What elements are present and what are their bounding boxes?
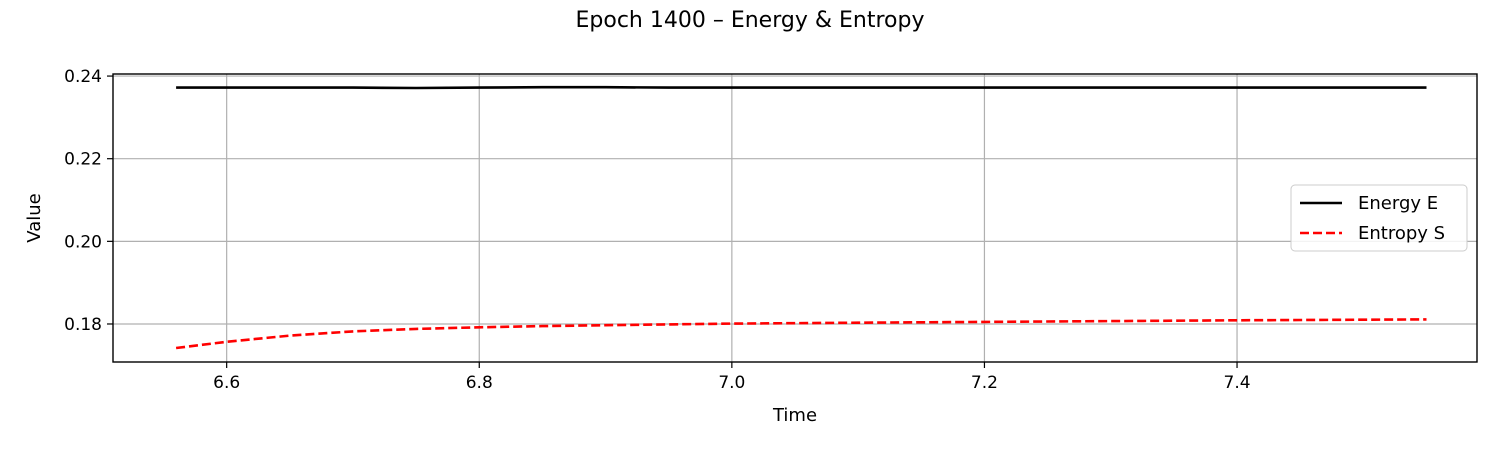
ticks-layer: 6.6 6.8 7.0 7.2 7.4 0.18 0.20 0.22 0.24 [64, 67, 1250, 393]
legend: Energy E Entropy S [1290, 184, 1468, 252]
x-axis-label: Time [772, 405, 817, 426]
series-line-entropy [175, 318, 1427, 350]
legend-box [1290, 184, 1468, 252]
y-tick-label: 0.20 [64, 232, 102, 252]
y-axis-label: Value [24, 193, 45, 242]
legend-label-entropy: Entropy S [1358, 223, 1445, 244]
series-line-energy [176, 85, 1427, 90]
y-tick-label: 0.18 [64, 315, 102, 335]
plot-frame [112, 73, 1478, 363]
grid-layer [113, 74, 1477, 362]
y-tick-label: 0.22 [64, 150, 102, 170]
series-layer [175, 85, 1427, 350]
x-tick-label: 7.0 [718, 373, 745, 393]
x-tick-label: 7.2 [971, 373, 998, 393]
chart-title: Epoch 1400 – Energy & Entropy [576, 8, 925, 33]
y-tick-label: 0.24 [64, 67, 102, 87]
legend-label-energy: Energy E [1358, 193, 1438, 214]
x-tick-label: 6.6 [213, 373, 240, 393]
x-tick-label: 6.8 [466, 373, 493, 393]
x-tick-label: 7.4 [1224, 373, 1251, 393]
